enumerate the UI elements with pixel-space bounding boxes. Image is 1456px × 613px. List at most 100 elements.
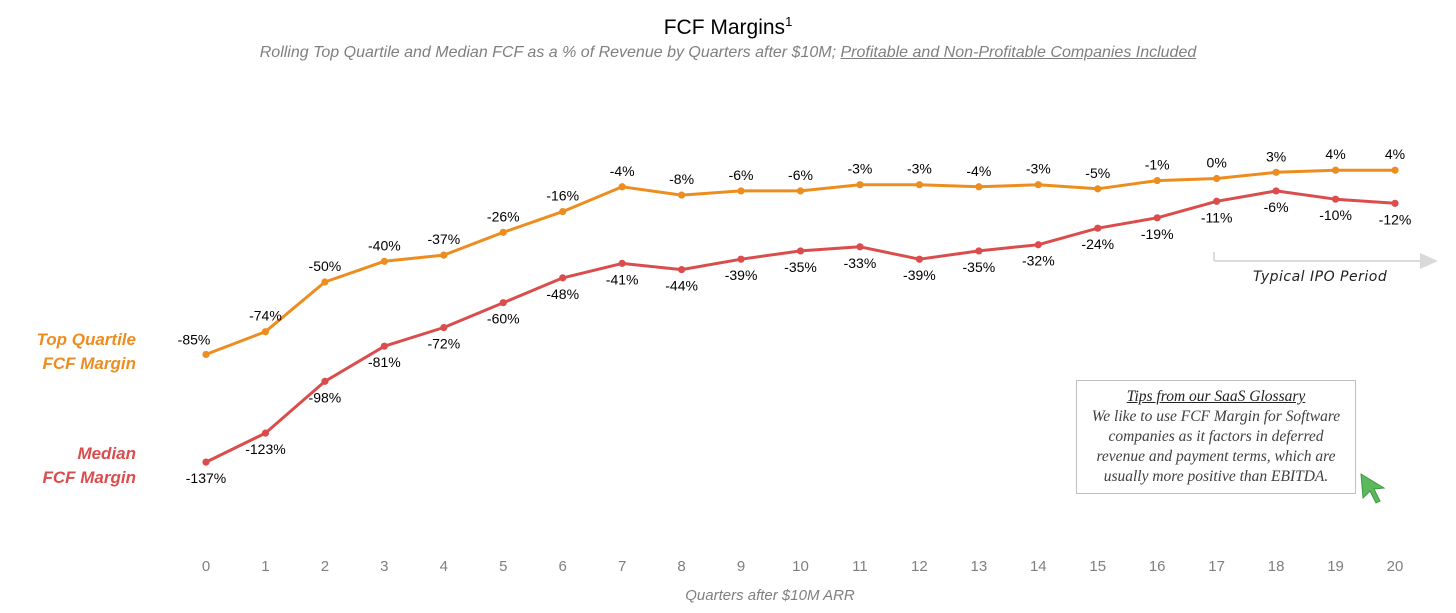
x-tick-8: 8 <box>677 558 685 575</box>
top-quartile-point-7 <box>618 183 626 191</box>
top-quartile-point-11 <box>856 181 864 189</box>
top-quartile-label-2: -50% <box>309 258 342 274</box>
x-tick-19: 19 <box>1327 558 1344 575</box>
top-quartile-point-1 <box>261 328 270 336</box>
median-label-2: -98% <box>309 389 342 405</box>
median-label-4: -72% <box>427 336 460 352</box>
tips-line-2: companies as it factors in deferred <box>1108 428 1324 445</box>
median-point-8 <box>678 265 686 274</box>
median-point-17 <box>1213 197 1221 205</box>
top-quartile-label-14: -3% <box>1026 161 1051 177</box>
x-tick-9: 9 <box>737 558 745 575</box>
median-label-13: -35% <box>963 259 996 275</box>
median-label-3: -81% <box>368 354 401 370</box>
top-quartile-point-14 <box>1034 181 1042 189</box>
median-point-0 <box>202 458 210 466</box>
top-quartile-label-18: 3% <box>1266 148 1286 164</box>
top-quartile-point-2 <box>321 278 329 286</box>
x-tick-15: 15 <box>1089 558 1106 575</box>
median-label-0: -137% <box>186 470 226 486</box>
top-quartile-label-0: -85% <box>178 331 211 347</box>
ipo-period-arrow <box>1213 252 1438 269</box>
median-point-14 <box>1034 241 1042 249</box>
top-quartile-point-19 <box>1331 166 1340 174</box>
top-quartile-label-9: -6% <box>729 167 754 183</box>
top-quartile-label-8: -8% <box>669 171 694 187</box>
median-point-15 <box>1094 224 1102 232</box>
x-tick-1: 1 <box>261 558 269 575</box>
chart-title-text: FCF Margins <box>663 16 786 39</box>
top-quartile-point-13 <box>975 183 983 191</box>
tips-line-4: usually more positive than EBITDA. <box>1103 468 1329 485</box>
top-quartile-point-0 <box>202 350 210 359</box>
top-quartile-point-15 <box>1094 185 1102 193</box>
median-point-4 <box>440 323 448 332</box>
median-point-16 <box>1153 214 1161 222</box>
median-point-1 <box>261 429 270 437</box>
tips-line-3: revenue and payment terms, which are <box>1096 448 1336 465</box>
top-quartile-point-10 <box>796 187 805 195</box>
median-label-1: -123% <box>245 441 285 457</box>
median-label-7: -41% <box>606 271 639 287</box>
x-tick-2: 2 <box>321 558 329 575</box>
tips-title: Tips from our SaaS Glossary <box>1126 388 1306 405</box>
median-point-5 <box>499 299 507 307</box>
median-label-16: -19% <box>1141 226 1174 242</box>
median-label-line2: FCF Margin <box>42 468 137 487</box>
median-label-5: -60% <box>487 311 520 327</box>
top-quartile-point-9 <box>737 187 745 195</box>
median-point-6 <box>559 274 567 282</box>
top-quartile-point-12 <box>915 181 924 189</box>
median-label: Median FCF Margin <box>43 442 137 490</box>
median-label-11: -33% <box>844 255 877 271</box>
top-quartile-label-1: -74% <box>249 308 282 324</box>
median-point-7 <box>618 259 626 267</box>
top-quartile-label-7: -4% <box>610 163 635 179</box>
median-point-13 <box>975 247 983 255</box>
top-quartile-point-6 <box>559 208 567 216</box>
median-label-14: -32% <box>1022 253 1055 269</box>
chart-subtitle: Rolling Top Quartile and Median FCF as a… <box>0 44 1456 62</box>
top-quartile-label-5: -26% <box>487 208 520 224</box>
x-tick-7: 7 <box>618 558 626 575</box>
median-point-12 <box>915 255 924 263</box>
median-point-18 <box>1272 187 1280 195</box>
top-quartile-label-16: -1% <box>1145 157 1170 173</box>
ipo-period-label: Typical IPO Period <box>1253 269 1388 285</box>
title-footnote: 1 <box>785 14 793 29</box>
x-tick-16: 16 <box>1149 558 1166 575</box>
median-label-17: -11% <box>1201 209 1233 225</box>
top-quartile-label-15: -5% <box>1085 165 1110 181</box>
top-quartile-label-17: 0% <box>1207 155 1227 171</box>
top-quartile-label: Top Quartile FCF Margin <box>37 328 137 376</box>
median-point-9 <box>737 255 745 263</box>
median-point-19 <box>1331 195 1340 203</box>
x-tick-18: 18 <box>1268 558 1285 575</box>
median-point-2 <box>321 377 329 385</box>
subtitle-underlined: Profitable and Non-Profitable Companies … <box>840 44 1197 61</box>
x-tick-3: 3 <box>380 558 388 575</box>
top-quartile-point-4 <box>440 251 448 259</box>
chart-title: FCF Margins1 <box>0 14 1456 40</box>
median-label-20: -12% <box>1379 211 1412 227</box>
top-quartile-label-20: 4% <box>1385 146 1405 162</box>
x-tick-10: 10 <box>792 558 809 575</box>
median-label-18: -6% <box>1264 199 1289 215</box>
median-point-3 <box>380 342 388 350</box>
top-quartile-label-11: -3% <box>847 161 872 177</box>
median-label-15: -24% <box>1081 236 1114 252</box>
top-quartile-label-13: -4% <box>966 163 991 179</box>
median-point-11 <box>856 243 864 251</box>
top-quartile-point-3 <box>380 257 388 265</box>
top-quartile-label-10: -6% <box>788 167 813 183</box>
tips-line-1: We like to use FCF Margin for Software <box>1091 408 1341 425</box>
top-quartile-label-line1: Top Quartile <box>36 330 137 349</box>
top-quartile-label-3: -40% <box>368 237 401 253</box>
median-label-19: -10% <box>1319 207 1352 223</box>
median-label-9: -39% <box>725 267 758 283</box>
x-tick-0: 0 <box>202 558 210 575</box>
x-tick-11: 11 <box>852 558 868 575</box>
cursor-arrow-icon <box>1360 473 1386 504</box>
median-label-10: -35% <box>784 259 817 275</box>
top-quartile-label-12: -3% <box>907 161 932 177</box>
